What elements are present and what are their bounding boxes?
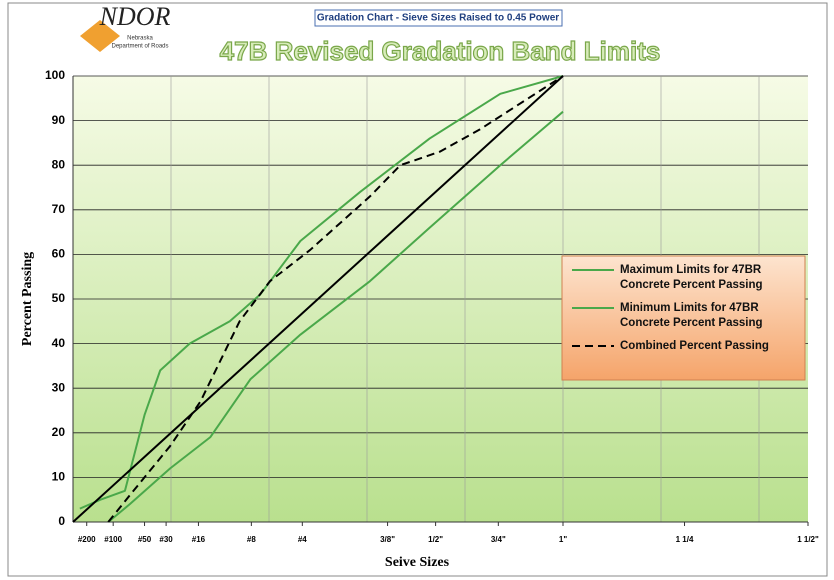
y-tick-label: 20	[52, 425, 66, 439]
y-tick-label: 90	[52, 113, 66, 127]
legend: Maximum Limits for 47BR Concrete Percent …	[561, 255, 806, 381]
y-tick-label: 10	[52, 470, 66, 484]
series-line	[107, 75, 564, 523]
x-tick-label: #16	[192, 535, 206, 544]
logo-diamond	[80, 20, 120, 52]
y-tick-label: 30	[52, 380, 66, 394]
series-line	[79, 75, 564, 510]
x-tick-label: #4	[298, 535, 307, 544]
y-axis-label: Percent Passing	[20, 252, 35, 346]
logo-line: Department of Roads	[111, 44, 168, 50]
x-tick-label: #100	[104, 535, 122, 544]
subtitle-box	[314, 9, 563, 27]
legend-label: Combined Percent Passing	[620, 340, 769, 352]
x-tick-label: 1 1/2"	[797, 535, 819, 544]
y-tick-label: 100	[45, 68, 65, 82]
grid: 0 10 20 30 40 50 60 70 80 90 100 #200 #100 #50 #30 #16 #…	[45, 68, 819, 544]
chart-subtitle: Gradation Chart - Sieve Sizes Raised to …	[317, 13, 559, 24]
legend-box	[561, 255, 806, 381]
y-tick-label: 60	[52, 247, 66, 261]
logo-line: Nebraska	[127, 36, 153, 42]
x-tick-label: 1"	[559, 535, 567, 544]
y-tick-label: 0	[58, 514, 65, 528]
y-tick-label: 70	[52, 202, 66, 216]
chart-title: 47B Revised Gradation Band Limits	[220, 36, 661, 66]
legend-label: Minimum Limits for 47BR Concrete Percent …	[620, 302, 763, 329]
series-line	[72, 75, 564, 523]
lines	[72, 75, 564, 523]
y-tick-label: 40	[52, 336, 66, 350]
x-tick-label: #8	[247, 535, 256, 544]
x-axis-label: Seive Sizes	[385, 555, 450, 570]
logo-text: NDOR	[99, 2, 171, 31]
legend-label: Maximum Limits for 47BR Concrete Percent …	[620, 264, 763, 291]
x-tick-label: 3/4"	[491, 535, 506, 544]
x-tick-label: #50	[138, 535, 152, 544]
x-tick-label: 3/8"	[380, 535, 395, 544]
y-tick-label: 80	[52, 157, 66, 171]
x-tick-label: 1/2"	[428, 535, 443, 544]
x-tick-label: #200	[78, 535, 96, 544]
logo: NDOR Nebraska Department of Roads	[80, 2, 171, 52]
y-tick-label: 50	[52, 291, 66, 305]
series-line	[107, 110, 564, 523]
x-tick-label: #30	[159, 535, 173, 544]
x-tick-label: 1 1/4	[676, 535, 694, 544]
